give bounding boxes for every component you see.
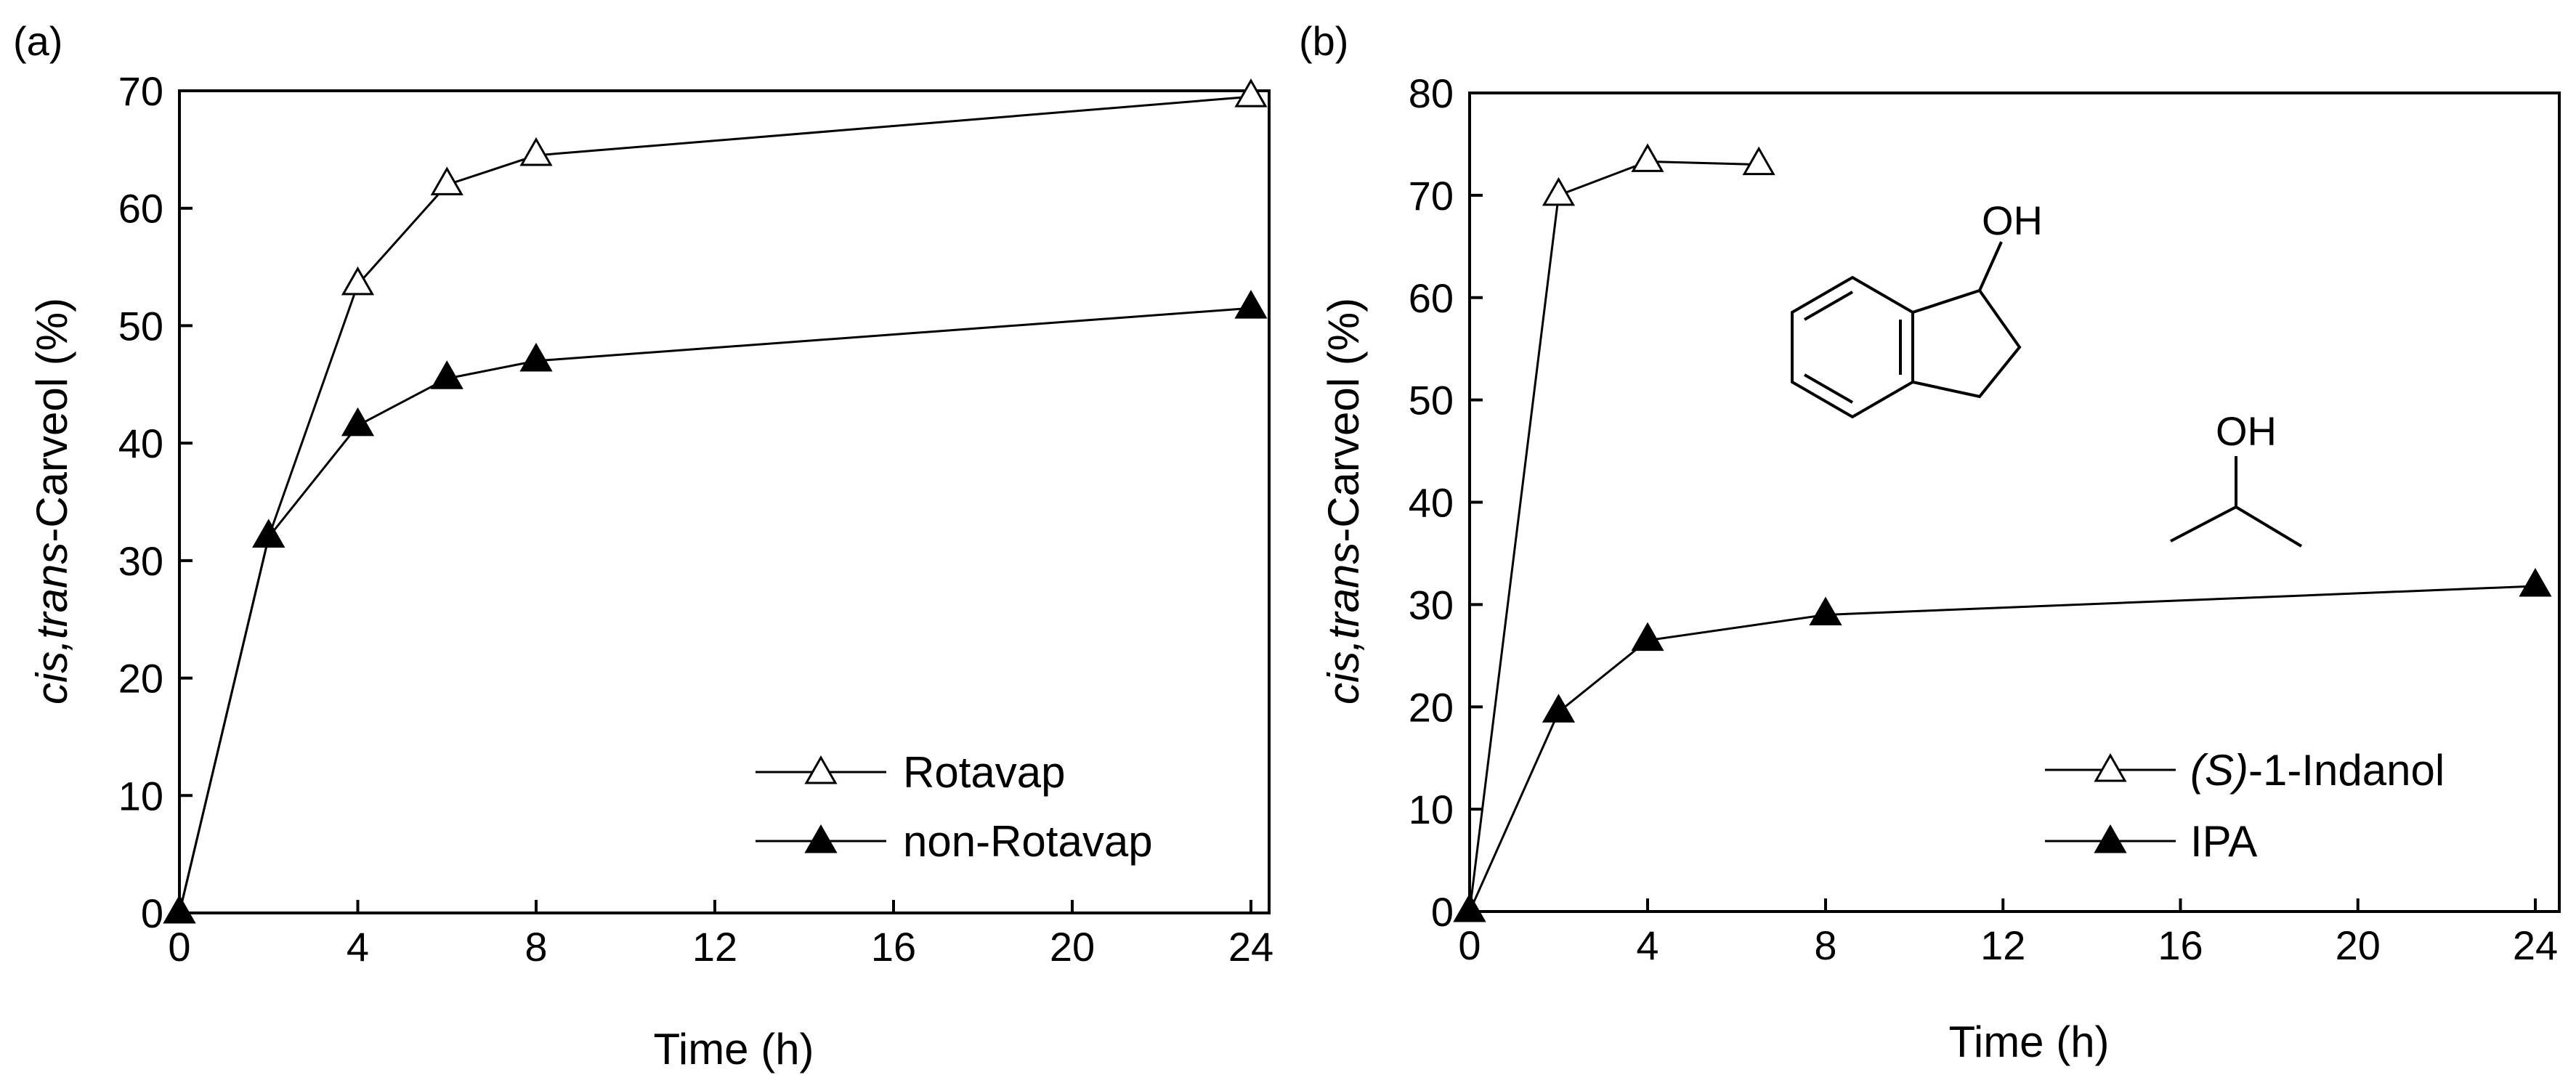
legend-non-rotavap-label: non-Rotavap bbox=[903, 817, 1153, 866]
panel-b-xtick-label: 4 bbox=[1636, 922, 1658, 968]
panel-b-ytick-label: 80 bbox=[1409, 70, 1454, 116]
panel-a-series-0-point bbox=[1234, 78, 1268, 107]
panel-b-series-0-point bbox=[1542, 176, 1576, 206]
indanol-oh-label: OH bbox=[1982, 198, 2043, 243]
panel-b-ylabel-italic: cis,trans bbox=[1319, 543, 1368, 705]
panel-b-y-ticks: 0 10 20 30 40 50 60 70 80 bbox=[1409, 70, 1483, 935]
panel-a-x-ticks: 0 4 8 12 16 20 24 bbox=[168, 900, 1273, 970]
panel-b-series-1-point bbox=[1542, 694, 1576, 723]
panel-a-ylabel-italic: cis,trans bbox=[28, 543, 76, 705]
legend-indanol-marker bbox=[2094, 752, 2127, 782]
panel-a-series-1-point bbox=[1234, 290, 1268, 319]
panel-b-ytick-label: 10 bbox=[1409, 787, 1454, 832]
legend-non-rotavap-marker bbox=[804, 824, 838, 853]
panel-a-series-0-point bbox=[430, 166, 463, 195]
panel-a-xtick-label: 8 bbox=[524, 924, 547, 970]
panel-b-series-1-point bbox=[1809, 596, 1842, 625]
panel-b-xtick-label: 8 bbox=[1814, 922, 1836, 968]
panel-b-series-1-point bbox=[2519, 567, 2552, 597]
ipa-structure bbox=[2170, 456, 2303, 548]
legend-ipa-label: IPA bbox=[2190, 817, 2257, 866]
panel-a-series bbox=[163, 78, 1268, 924]
panel-b-ylabel: cis,trans-Carveol (%) bbox=[1319, 298, 1368, 705]
panel-a-xtick-label: 0 bbox=[168, 924, 190, 970]
panel-a-series-0-point bbox=[519, 137, 553, 166]
legend-ipa-marker bbox=[2094, 824, 2127, 853]
ipa-oh-label: OH bbox=[2216, 408, 2277, 454]
panel-b-series-0-point bbox=[1742, 146, 1775, 176]
panel-b-ytick-label: 0 bbox=[1431, 889, 1454, 935]
panel-b-xtick-label: 12 bbox=[1980, 922, 2025, 968]
panel-b-ytick-label: 50 bbox=[1409, 378, 1454, 423]
indanol-double-bond-3 bbox=[1804, 373, 1853, 404]
indanol-benzene-ring bbox=[1791, 275, 1914, 419]
panel-b-label: (b) bbox=[1299, 18, 1348, 64]
panel-a-series-1-point bbox=[252, 519, 285, 548]
panel-b-ytick-label: 60 bbox=[1409, 275, 1454, 321]
panel-a-series-1-point bbox=[163, 894, 196, 924]
ipa-carbon-chain bbox=[2170, 505, 2303, 548]
panel-b-ylabel-rest: -Carveol (%) bbox=[1319, 298, 1368, 543]
panel-b-series bbox=[1453, 143, 2552, 922]
indanol-oh-bond bbox=[1978, 241, 2003, 291]
panel-a-ytick-label: 20 bbox=[118, 656, 163, 702]
panel-b-series-0-line bbox=[1468, 160, 1759, 912]
panel-a-ytick-label: 60 bbox=[118, 186, 163, 232]
legend-rotavap-marker bbox=[804, 755, 838, 784]
panel-a-series-0-point bbox=[341, 266, 375, 296]
panel-a-ytick-label: 50 bbox=[118, 303, 163, 349]
panel-a-label: (a) bbox=[13, 18, 62, 64]
panel-b-xtick-label: 0 bbox=[1458, 922, 1481, 968]
panel-b-series-0-point bbox=[1631, 143, 1664, 172]
panel-a-legend: Rotavap non-Rotavap bbox=[756, 748, 1153, 866]
panel-a-ytick-label: 30 bbox=[118, 538, 163, 584]
indanol-structure bbox=[1791, 241, 2022, 419]
panel-b-series-1-point bbox=[1453, 893, 1486, 922]
panel-b-ytick-label: 30 bbox=[1409, 582, 1454, 628]
panel-b-series-1-point bbox=[1631, 622, 1664, 651]
panel-a-ytick-label: 40 bbox=[118, 421, 163, 466]
panel-b-xlabel: Time (h) bbox=[1948, 1018, 2109, 1066]
panel-b-x-ticks: 0 4 8 12 16 20 24 bbox=[1458, 898, 2558, 968]
panel-a-ylabel: cis,trans-Carveol (%) bbox=[28, 298, 76, 705]
panel-a-xtick-label: 16 bbox=[871, 924, 916, 970]
panel-b-ytick-label: 40 bbox=[1409, 480, 1454, 526]
panel-a-xtick-label: 24 bbox=[1228, 924, 1273, 970]
legend-indanol-rest: -1-Indanol bbox=[2248, 746, 2445, 795]
panel-b-ytick-label: 70 bbox=[1409, 173, 1454, 219]
panel-a-series-1-point bbox=[519, 342, 553, 372]
panel-a-series-1-point bbox=[430, 360, 463, 389]
panel-a: (a) 0 10 20 30 40 50 60 70 0 4 8 12 16 20 24 Time (h)… bbox=[13, 18, 1273, 1073]
panel-a-series-0-line bbox=[178, 95, 1252, 914]
panel-a-xtick-label: 12 bbox=[692, 924, 737, 970]
panel-b-xtick-label: 16 bbox=[2158, 922, 2203, 968]
panel-b-xtick-label: 20 bbox=[2336, 922, 2381, 968]
panel-a-xtick-label: 4 bbox=[347, 924, 369, 970]
panel-b-legend: (S)-1-Indanol IPA bbox=[2045, 746, 2445, 866]
panel-a-xlabel: Time (h) bbox=[653, 1025, 814, 1073]
panel-a-plot-frame bbox=[178, 89, 1271, 914]
legend-indanol-italic: (S) bbox=[2190, 746, 2248, 795]
panel-a-xtick-label: 20 bbox=[1050, 924, 1095, 970]
indanol-cyclopentane bbox=[1912, 288, 2022, 399]
panel-a-y-ticks: 0 10 20 30 40 50 60 70 bbox=[118, 68, 193, 936]
panel-b-ytick-label: 20 bbox=[1409, 684, 1454, 730]
panel-a-series-1-line bbox=[178, 306, 1252, 914]
panel-a-ylabel-rest: -Carveol (%) bbox=[28, 298, 76, 543]
panel-a-series-1-point bbox=[341, 407, 375, 437]
panel-a-ytick-label: 0 bbox=[141, 890, 163, 936]
panel-a-ytick-label: 10 bbox=[118, 773, 163, 819]
legend-rotavap-label: Rotavap bbox=[903, 748, 1065, 797]
panel-b: (b) 0 10 20 30 40 50 60 70 80 0 4 8 12 16 20 24 Time (… bbox=[1299, 18, 2561, 1066]
indanol-double-bond-1 bbox=[1804, 291, 1853, 321]
panel-b-xtick-label: 24 bbox=[2513, 922, 2558, 968]
legend-indanol-label: (S)-1-Indanol bbox=[2190, 746, 2445, 795]
panel-a-ytick-label: 70 bbox=[118, 68, 163, 114]
